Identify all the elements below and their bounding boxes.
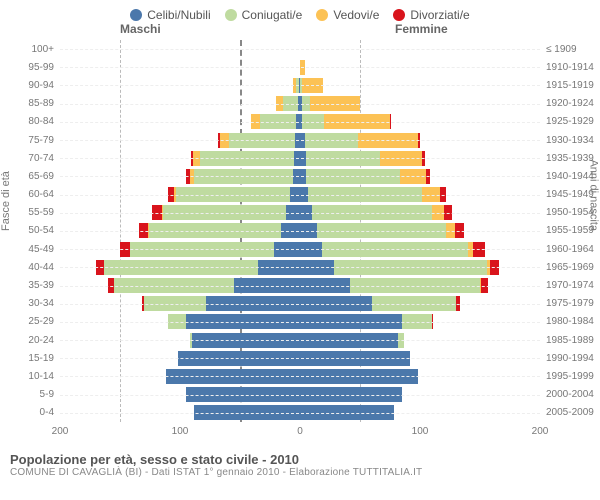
legend-dot <box>225 9 237 21</box>
age-row: 30-341975-1979 <box>60 295 540 313</box>
x-tick: 200 <box>532 426 549 437</box>
age-row: 90-941915-1919 <box>60 76 540 94</box>
age-row: 15-191990-1994 <box>60 349 540 367</box>
gender-headers: Maschi Femmine <box>0 22 600 40</box>
header-male: Maschi <box>120 22 161 36</box>
legend-item: Divorziati/e <box>393 8 469 22</box>
x-tick: 200 <box>52 426 69 437</box>
birth-label: 1910-1914 <box>540 62 600 73</box>
birth-label: 1955-1959 <box>540 225 600 236</box>
birth-label: 1920-1924 <box>540 98 600 109</box>
age-label: 10-14 <box>0 371 60 382</box>
birth-label: 1940-1944 <box>540 171 600 182</box>
birth-label: 1915-1919 <box>540 80 600 91</box>
birth-label: 1970-1974 <box>540 280 600 291</box>
age-label: 35-39 <box>0 280 60 291</box>
legend-item: Celibi/Nubili <box>130 8 210 22</box>
age-row: 35-391970-1974 <box>60 276 540 294</box>
legend-dot <box>316 9 328 21</box>
age-row: 60-641945-1949 <box>60 186 540 204</box>
birth-label: 1990-1994 <box>540 353 600 364</box>
age-label: 5-9 <box>0 389 60 400</box>
pyramid-chart: 100+≤ 190995-991910-191490-941915-191985… <box>0 40 600 422</box>
age-row: 25-291980-1984 <box>60 313 540 331</box>
age-label: 30-34 <box>0 298 60 309</box>
age-row: 80-841925-1929 <box>60 113 540 131</box>
age-label: 55-59 <box>0 207 60 218</box>
birth-label: 1980-1984 <box>540 316 600 327</box>
age-label: 65-69 <box>0 171 60 182</box>
birth-label: 1975-1979 <box>540 298 600 309</box>
birth-label: 1945-1949 <box>540 189 600 200</box>
age-row: 20-241985-1989 <box>60 331 540 349</box>
age-row: 45-491960-1964 <box>60 240 540 258</box>
birth-label: 1985-1989 <box>540 335 600 346</box>
age-row: 85-891920-1924 <box>60 95 540 113</box>
chart-subtitle: COMUNE DI CAVAGLIÀ (BI) - Dati ISTAT 1° … <box>10 467 590 478</box>
age-row: 70-741935-1939 <box>60 149 540 167</box>
footer: Popolazione per età, sesso e stato civil… <box>0 446 600 478</box>
birth-label: 2005-2009 <box>540 407 600 418</box>
age-label: 20-24 <box>0 335 60 346</box>
age-label: 45-49 <box>0 244 60 255</box>
age-label: 80-84 <box>0 116 60 127</box>
age-row: 100+≤ 1909 <box>60 40 540 58</box>
birth-label: ≤ 1909 <box>540 44 600 55</box>
chart-title: Popolazione per età, sesso e stato civil… <box>10 452 590 467</box>
age-label: 95-99 <box>0 62 60 73</box>
age-row: 10-141995-1999 <box>60 367 540 385</box>
age-label: 50-54 <box>0 225 60 236</box>
x-tick: 0 <box>297 426 303 437</box>
age-label: 90-94 <box>0 80 60 91</box>
age-row: 75-791930-1934 <box>60 131 540 149</box>
legend-label: Celibi/Nubili <box>147 8 210 22</box>
birth-label: 1930-1934 <box>540 135 600 146</box>
legend-label: Divorziati/e <box>410 8 469 22</box>
age-row: 0-42005-2009 <box>60 404 540 422</box>
x-tick: 100 <box>172 426 189 437</box>
age-label: 100+ <box>0 44 60 55</box>
age-label: 85-89 <box>0 98 60 109</box>
legend-label: Vedovi/e <box>333 8 379 22</box>
age-label: 70-74 <box>0 153 60 164</box>
x-tick: 100 <box>412 426 429 437</box>
age-label: 0-4 <box>0 407 60 418</box>
age-label: 60-64 <box>0 189 60 200</box>
legend-dot <box>393 9 405 21</box>
birth-label: 1995-1999 <box>540 371 600 382</box>
x-axis: 2001000100200 <box>60 426 540 446</box>
legend-item: Coniugati/e <box>225 8 303 22</box>
age-row: 50-541955-1959 <box>60 222 540 240</box>
birth-label: 1925-1929 <box>540 116 600 127</box>
age-row: 55-591950-1954 <box>60 204 540 222</box>
birth-label: 1960-1964 <box>540 244 600 255</box>
legend-item: Vedovi/e <box>316 8 379 22</box>
birth-label: 1950-1954 <box>540 207 600 218</box>
birth-label: 1935-1939 <box>540 153 600 164</box>
legend-label: Coniugati/e <box>242 8 303 22</box>
age-row: 5-92000-2004 <box>60 386 540 404</box>
age-row: 65-691940-1944 <box>60 167 540 185</box>
birth-label: 1965-1969 <box>540 262 600 273</box>
age-label: 25-29 <box>0 316 60 327</box>
age-label: 40-44 <box>0 262 60 273</box>
legend: Celibi/Nubili Coniugati/e Vedovi/e Divorzia… <box>0 0 600 22</box>
legend-dot <box>130 9 142 21</box>
age-row: 95-991910-1914 <box>60 58 540 76</box>
age-label: 15-19 <box>0 353 60 364</box>
header-female: Femmine <box>395 22 448 36</box>
age-row: 40-441965-1969 <box>60 258 540 276</box>
birth-label: 2000-2004 <box>540 389 600 400</box>
age-label: 75-79 <box>0 135 60 146</box>
